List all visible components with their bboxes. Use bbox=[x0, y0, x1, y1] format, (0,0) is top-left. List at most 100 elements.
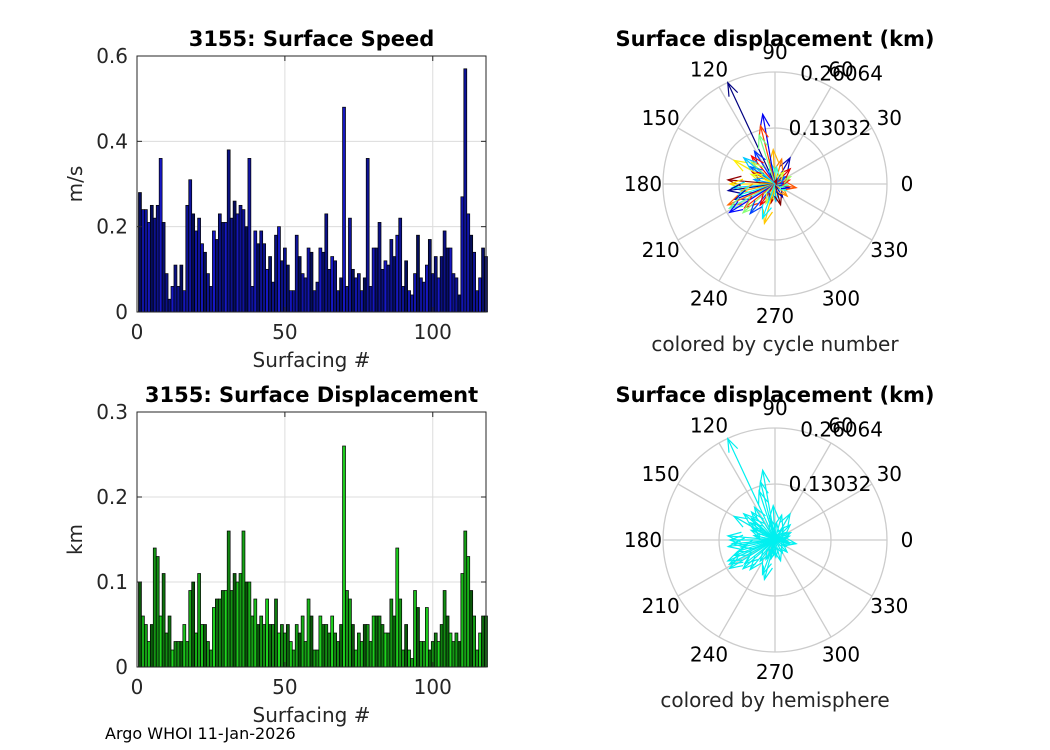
bar bbox=[152, 547, 157, 668]
vector-arrowhead bbox=[774, 550, 783, 563]
bar bbox=[300, 615, 305, 668]
bar bbox=[247, 581, 252, 668]
bar bbox=[306, 598, 311, 668]
bar bbox=[209, 649, 213, 668]
bar bbox=[291, 290, 296, 313]
y-tick-label: 0 bbox=[115, 655, 128, 679]
bar bbox=[354, 649, 358, 668]
vector-arrowhead bbox=[768, 517, 777, 530]
vector-arrowhead bbox=[774, 157, 784, 171]
displacement-vector bbox=[742, 539, 776, 570]
displacement-vector bbox=[727, 179, 776, 185]
vector-arrowhead bbox=[749, 556, 763, 571]
polar-spoke bbox=[718, 442, 776, 541]
bar bbox=[259, 615, 264, 668]
polar-angle-label: 330 bbox=[870, 238, 908, 262]
bar bbox=[407, 649, 411, 668]
y-tick-label: 0.2 bbox=[96, 215, 128, 239]
polar-spoke bbox=[774, 183, 873, 241]
bar bbox=[472, 615, 476, 668]
vector-arrowhead bbox=[753, 505, 766, 522]
vector-arrowhead bbox=[775, 188, 784, 199]
polar-angle-label: 240 bbox=[690, 642, 728, 666]
bar bbox=[371, 247, 376, 313]
y-axis-label: m/s bbox=[63, 166, 87, 203]
bar bbox=[336, 641, 340, 668]
bar bbox=[436, 641, 441, 668]
bar bbox=[265, 598, 269, 668]
polar-angle-label: 180 bbox=[624, 172, 662, 196]
bar bbox=[303, 641, 308, 668]
polar-radius-label: 0.26064 bbox=[800, 61, 883, 85]
bar bbox=[425, 264, 429, 313]
bar bbox=[220, 222, 225, 313]
bar bbox=[351, 624, 355, 668]
bar bbox=[466, 556, 471, 668]
bar bbox=[324, 624, 329, 668]
bar bbox=[217, 213, 222, 313]
bar bbox=[158, 615, 163, 668]
bar bbox=[262, 624, 267, 668]
bar bbox=[235, 581, 240, 668]
bar bbox=[445, 247, 450, 313]
vector-arrowhead bbox=[761, 204, 772, 220]
displacement-vector bbox=[753, 150, 776, 185]
bar bbox=[144, 209, 148, 313]
vector-arrowhead bbox=[761, 560, 772, 576]
displacement-vector bbox=[759, 539, 776, 562]
vector-arrowhead bbox=[772, 521, 780, 532]
bar bbox=[268, 624, 272, 668]
bar bbox=[268, 256, 272, 313]
bar bbox=[138, 581, 142, 668]
vector-arrowhead bbox=[742, 512, 758, 527]
bar bbox=[401, 286, 406, 313]
bar bbox=[253, 230, 258, 313]
bar bbox=[265, 268, 269, 313]
bar bbox=[200, 624, 204, 668]
vector-arrowhead bbox=[768, 161, 777, 174]
bar bbox=[191, 213, 196, 313]
displacement-bar-chart: 0 50 100 0 0.1 0.2 0.3 3155: Surface Displaceme… bbox=[63, 383, 488, 727]
displacement-vector bbox=[758, 490, 776, 541]
bar bbox=[241, 530, 246, 668]
polar-angle-label: 300 bbox=[822, 286, 860, 310]
bar bbox=[425, 607, 429, 668]
displacement-vector bbox=[753, 506, 776, 541]
bar bbox=[212, 230, 216, 313]
bar bbox=[271, 624, 275, 668]
bar bbox=[244, 581, 249, 668]
bar bbox=[427, 239, 432, 313]
vector-arrowhead bbox=[750, 527, 764, 538]
displacement-vector bbox=[774, 183, 784, 198]
polar-spoke bbox=[677, 183, 776, 241]
displacement-vector bbox=[761, 539, 776, 575]
bar bbox=[164, 273, 169, 313]
polar-spoke bbox=[774, 127, 873, 185]
displacement-vector bbox=[751, 155, 776, 185]
bar bbox=[155, 204, 160, 313]
bar bbox=[188, 590, 193, 668]
bar bbox=[315, 281, 320, 313]
bar bbox=[416, 607, 420, 668]
bar bbox=[430, 273, 435, 313]
polar-spoke bbox=[774, 483, 873, 541]
displacement-vector bbox=[762, 114, 776, 185]
polar-angle-label: 0 bbox=[901, 172, 914, 196]
vector-arrowhead bbox=[774, 194, 783, 207]
vector-arrowhead bbox=[727, 81, 739, 97]
vector-arrowhead bbox=[733, 189, 749, 201]
bar bbox=[244, 226, 249, 313]
polar-angle-label: 270 bbox=[756, 304, 794, 328]
y-tick-label: 0.4 bbox=[96, 129, 128, 153]
bar bbox=[256, 624, 261, 668]
bar bbox=[318, 615, 323, 668]
bar bbox=[383, 632, 388, 668]
bar bbox=[433, 632, 438, 668]
bar bbox=[339, 277, 343, 313]
vector-arrowhead bbox=[749, 200, 763, 215]
bar bbox=[141, 209, 145, 313]
bar bbox=[280, 624, 284, 668]
bar bbox=[407, 290, 411, 313]
bar bbox=[356, 632, 361, 668]
